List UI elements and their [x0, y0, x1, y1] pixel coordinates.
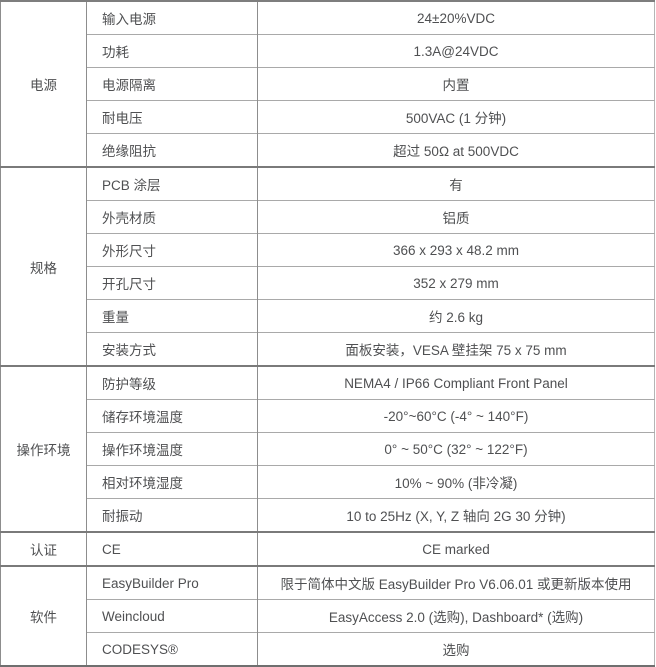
table-row: 功耗 1.3A@24VDC: [1, 34, 655, 68]
table-row: 相对环境湿度 10% ~ 90% (非冷凝): [1, 465, 655, 499]
spec-name: PCB 涂层: [86, 166, 258, 201]
spec-value: NEMA4 / IP66 Compliant Front Panel: [257, 365, 655, 400]
spec-value: 内置: [257, 67, 655, 101]
table-row: 储存环境温度 -20°~60°C (-4° ~ 140°F): [1, 399, 655, 433]
spec-name: Weincloud: [86, 599, 258, 633]
spec-name: 电源隔离: [86, 67, 258, 101]
spec-name: 外壳材质: [86, 200, 258, 234]
category-specifications: 规格: [0, 166, 87, 366]
spec-value: 限于简体中文版 EasyBuilder Pro V6.06.01 或更新版本使用: [257, 565, 655, 600]
spec-value: 1.3A@24VDC: [257, 34, 655, 68]
spec-value: EasyAccess 2.0 (选购), Dashboard* (选购): [257, 599, 655, 633]
category-operating-environment: 操作环境: [0, 365, 87, 532]
spec-name: 操作环境温度: [86, 432, 258, 466]
table-row: 耐电压 500VAC (1 分钟): [1, 100, 655, 134]
spec-value: 366 x 293 x 48.2 mm: [257, 233, 655, 267]
category-power: 电源: [0, 1, 87, 167]
spec-value: 0° ~ 50°C (32° ~ 122°F): [257, 432, 655, 466]
spec-name: 安装方式: [86, 332, 258, 366]
table-row: 电源隔离 内置: [1, 67, 655, 101]
table-row: 外壳材质 铝质: [1, 200, 655, 234]
spec-name: 绝缘阻抗: [86, 133, 258, 167]
spec-value: 24±20%VDC: [257, 1, 655, 35]
spec-name: CE: [86, 531, 258, 566]
table-row: CODESYS® 选购: [1, 632, 655, 666]
spec-value: 约 2.6 kg: [257, 299, 655, 333]
spec-value: 铝质: [257, 200, 655, 234]
table-row: 软件 EasyBuilder Pro 限于简体中文版 EasyBuilder P…: [0, 565, 655, 666]
spec-name: EasyBuilder Pro: [86, 565, 258, 600]
table-row: 认证 CE CE marked: [0, 531, 655, 566]
table-row: 外形尺寸 366 x 293 x 48.2 mm: [1, 233, 655, 267]
table-row: 耐振动 10 to 25Hz (X, Y, Z 轴向 2G 30 分钟): [1, 498, 655, 532]
table-row: 电源 输入电源 24±20%VDC: [0, 1, 655, 167]
spec-name: 外形尺寸: [86, 233, 258, 267]
spec-value: 超过 50Ω at 500VDC: [257, 133, 655, 167]
spec-value: 面板安装，VESA 壁挂架 75 x 75 mm: [257, 332, 655, 366]
table-row: 重量 约 2.6 kg: [1, 299, 655, 333]
table-row: 绝缘阻抗 超过 50Ω at 500VDC: [1, 133, 655, 167]
table-row: 操作环境 防护等级 NEMA4 / IP66 Compliant Front P…: [0, 365, 655, 532]
category-certification: 认证: [0, 531, 87, 566]
spec-name: 重量: [86, 299, 258, 333]
spec-value: 10% ~ 90% (非冷凝): [257, 465, 655, 499]
spec-name: 防护等级: [86, 365, 258, 400]
category-software: 软件: [0, 565, 87, 666]
spec-name: 开孔尺寸: [86, 266, 258, 300]
spec-name: 功耗: [86, 34, 258, 68]
spec-name: 耐电压: [86, 100, 258, 134]
spec-name: CODESYS®: [86, 632, 258, 666]
spec-value: 有: [257, 166, 655, 201]
spec-name: 相对环境湿度: [86, 465, 258, 499]
table-row: Weincloud EasyAccess 2.0 (选购), Dashboard…: [1, 599, 655, 633]
spec-name: 输入电源: [86, 1, 258, 35]
table-row: 操作环境温度 0° ~ 50°C (32° ~ 122°F): [1, 432, 655, 466]
spec-value: 10 to 25Hz (X, Y, Z 轴向 2G 30 分钟): [257, 498, 655, 532]
spec-value: 352 x 279 mm: [257, 266, 655, 300]
spec-value: 选购: [257, 632, 655, 666]
spec-value: -20°~60°C (-4° ~ 140°F): [257, 399, 655, 433]
table-row: 安装方式 面板安装，VESA 壁挂架 75 x 75 mm: [1, 332, 655, 366]
spec-value: 500VAC (1 分钟): [257, 100, 655, 134]
table-row: 开孔尺寸 352 x 279 mm: [1, 266, 655, 300]
table-row: 规格 PCB 涂层 有: [0, 166, 655, 366]
spec-value: CE marked: [257, 531, 655, 566]
spec-name: 储存环境温度: [86, 399, 258, 433]
spec-name: 耐振动: [86, 498, 258, 532]
